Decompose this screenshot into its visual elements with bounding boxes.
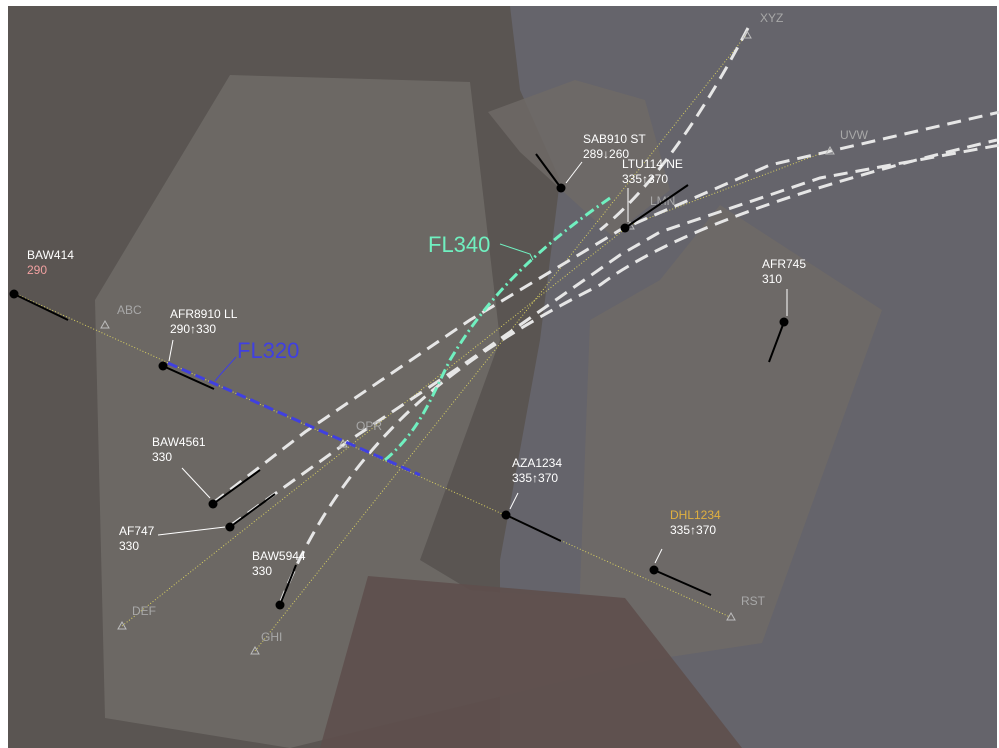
fix-triangle-icon bbox=[117, 620, 127, 630]
aircraft-position-icon bbox=[649, 565, 659, 575]
fix-opr[interactable]: OPR bbox=[338, 419, 382, 448]
callsign-label: BAW4561 bbox=[152, 435, 206, 449]
fl320-segment bbox=[167, 361, 421, 477]
sector-light-east bbox=[578, 205, 882, 660]
speed-vector bbox=[212, 469, 261, 505]
aircraft-sab910[interactable]: SAB910 ST 289↓260 bbox=[535, 132, 646, 193]
fl340-leader bbox=[499, 243, 534, 261]
speed-vector bbox=[505, 514, 562, 542]
fix-triangle-icon bbox=[100, 319, 110, 329]
aircraft-baw5944[interactable]: BAW5944 330 bbox=[252, 549, 306, 610]
aircraft-af747[interactable]: AF747 330 bbox=[119, 493, 276, 553]
level-label: 290↑330 bbox=[170, 322, 216, 336]
fix-rst[interactable]: RST bbox=[726, 594, 766, 621]
aircraft-ltu114[interactable]: LTU114 NE 335↑370 bbox=[620, 157, 689, 233]
callsign-label: BAW5944 bbox=[252, 549, 306, 563]
level-label: 290 bbox=[27, 263, 47, 277]
level-label: 330 bbox=[119, 539, 139, 553]
route-layer bbox=[13, 33, 831, 652]
level-label: 330 bbox=[152, 450, 172, 464]
aircraft-afr745[interactable]: AFR745 310 bbox=[762, 257, 806, 363]
aircraft-position-icon bbox=[556, 183, 566, 193]
callsign-label: AFR8910 LL bbox=[170, 307, 238, 321]
callsign-label: AFR745 bbox=[762, 257, 806, 271]
level-label: 330 bbox=[252, 564, 272, 578]
fix-triangle-icon bbox=[742, 29, 752, 39]
fix-label: DEF bbox=[132, 604, 156, 618]
fix-triangle-icon bbox=[250, 645, 260, 655]
route-abc-rst bbox=[13, 292, 731, 618]
label-leader bbox=[654, 548, 663, 564]
speed-vector bbox=[624, 184, 689, 229]
aircraft-position-icon bbox=[275, 600, 285, 610]
fix-label: XYZ bbox=[760, 11, 783, 25]
aircraft-dhl1234[interactable]: DHL1234 335↑370 bbox=[649, 508, 722, 596]
aircraft-position-icon bbox=[158, 361, 168, 371]
fix-xyz[interactable]: XYZ bbox=[742, 11, 783, 39]
fix-ghi[interactable]: GHI bbox=[250, 630, 282, 655]
callsign-label: AF747 bbox=[119, 524, 155, 538]
aircraft-aza1234[interactable]: AZA1234 335↑370 bbox=[501, 456, 563, 542]
speed-vector bbox=[162, 365, 215, 390]
fix-label: RST bbox=[741, 594, 766, 608]
aircraft-position-icon bbox=[620, 223, 630, 233]
fix-triangle-icon bbox=[338, 438, 348, 448]
aircraft-position-icon bbox=[501, 510, 511, 520]
speed-vector bbox=[229, 493, 276, 528]
aircraft-baw4561[interactable]: BAW4561 330 bbox=[152, 435, 261, 509]
speed-vector bbox=[13, 293, 69, 321]
aircraft-afr8910[interactable]: AFR8910 LL 290↑330 bbox=[158, 307, 238, 390]
fix-triangle-icon bbox=[726, 611, 736, 621]
trajectory-baw4561 bbox=[212, 110, 999, 505]
level-label: 335↑370 bbox=[622, 172, 668, 186]
trajectory-af747 bbox=[229, 143, 999, 528]
aircraft-position-icon bbox=[225, 522, 235, 532]
level-label: 289↓260 bbox=[583, 147, 629, 161]
label-leader bbox=[168, 339, 174, 362]
speed-vector bbox=[768, 321, 785, 363]
label-leader bbox=[181, 467, 211, 499]
callsign-label: LTU114 NE bbox=[622, 157, 683, 171]
aircraft-position-icon bbox=[9, 289, 19, 299]
route-ghi-xyz bbox=[254, 33, 748, 652]
label-leader bbox=[565, 161, 583, 184]
fix-abc[interactable]: ABC bbox=[100, 303, 142, 329]
trajectory-layer bbox=[212, 27, 999, 605]
aircraft-layer: BAW414 290 AFR8910 LL 290↑330 SAB910 ST … bbox=[9, 132, 806, 610]
fl340-segment bbox=[384, 196, 611, 462]
label-leader bbox=[509, 492, 519, 510]
fix-label: UVW bbox=[840, 128, 869, 142]
aircraft-position-icon bbox=[779, 317, 789, 327]
speed-vector bbox=[653, 569, 712, 596]
sector-light-north bbox=[488, 80, 670, 236]
trajectory-sab910 bbox=[599, 27, 750, 232]
fix-label: GHI bbox=[261, 630, 282, 644]
level-label: 310 bbox=[762, 272, 782, 286]
fl320-leader bbox=[214, 356, 237, 382]
callsign-label: AZA1234 bbox=[512, 456, 562, 470]
callsign-label: DHL1234 bbox=[670, 508, 721, 522]
fix-label: OPR bbox=[356, 419, 382, 433]
flight-level-layer: FL340 FL320 bbox=[167, 196, 611, 477]
fix-label: ABC bbox=[117, 303, 142, 317]
sector-south bbox=[320, 576, 742, 748]
fl340-label: FL340 bbox=[428, 232, 490, 257]
fl320-label: FL320 bbox=[237, 338, 299, 363]
fix-uvw[interactable]: UVW bbox=[825, 128, 869, 155]
trajectory-baw5944 bbox=[278, 138, 998, 605]
fix-def[interactable]: DEF bbox=[117, 604, 156, 630]
level-label: 335↑370 bbox=[670, 523, 716, 537]
callsign-label: SAB910 ST bbox=[583, 132, 646, 146]
speed-vector bbox=[535, 153, 562, 189]
callsign-label: BAW414 bbox=[27, 248, 74, 262]
sector-light-west bbox=[95, 75, 650, 748]
fix-triangle-icon bbox=[825, 145, 835, 155]
aircraft-baw414[interactable]: BAW414 290 bbox=[9, 248, 75, 321]
label-leader bbox=[157, 526, 226, 536]
aircraft-position-icon bbox=[208, 499, 218, 509]
level-label: 335↑370 bbox=[512, 471, 558, 485]
airspace-layer bbox=[8, 6, 997, 748]
speed-vector bbox=[279, 564, 297, 606]
